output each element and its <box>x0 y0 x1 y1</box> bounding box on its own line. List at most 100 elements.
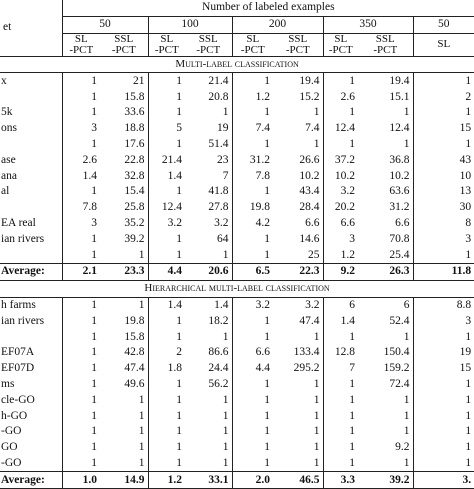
value-cell: 1 <box>61 408 100 424</box>
value-cell: 37.2 <box>322 152 358 169</box>
dataset-header: et <box>3 21 12 34</box>
average-value: 39.2 <box>358 471 413 489</box>
value-cell: 23 <box>217 153 229 166</box>
value-cell: 1 <box>322 376 358 393</box>
data-row: EF07D 1 47.4 1.8 24.4 4.4 295.2 7 159.2 15 <box>0 360 474 377</box>
value-cell: 1 <box>231 183 273 200</box>
value-cell: 133.4 <box>293 346 320 359</box>
value-cell: 12.4 <box>322 120 358 137</box>
value-cell: 1 <box>403 106 410 119</box>
value-cell: 1 <box>313 456 320 469</box>
value-cell: 1 <box>322 72 358 90</box>
value-cell: 32.8 <box>124 169 145 182</box>
value-cell: 27.8 <box>208 201 229 214</box>
value-cell: 72.4 <box>389 377 410 390</box>
data-row: ian rivers 1 39.2 1 64 1 14.6 3 70.8 3 <box>0 231 474 248</box>
value-cell: 6 <box>322 297 358 314</box>
value-cell: 1.4 <box>147 297 185 314</box>
value-cell: 1 <box>61 360 100 377</box>
value-cell: 7.8 <box>61 199 100 216</box>
average-value: 3.3 <box>322 471 358 489</box>
value-cell: 15.1 <box>389 90 410 103</box>
section-row: Multi-label classification <box>0 55 474 74</box>
dataset-name: EF07A <box>1 346 35 359</box>
value-cell: 1 <box>412 104 474 121</box>
value-cell: 1 <box>147 376 185 393</box>
value-cell: 1 <box>147 392 185 409</box>
value-cell: 1 <box>231 247 273 264</box>
value-cell: 1 <box>231 455 273 472</box>
value-cell: 19 <box>217 122 229 135</box>
average-label: Average: <box>0 262 62 281</box>
value-cell: 1 <box>231 231 273 248</box>
value-cell: 1 <box>147 313 185 330</box>
value-cell: 1 <box>231 329 273 345</box>
value-cell: 1.4 <box>147 168 185 184</box>
value-cell: 70.8 <box>389 232 410 245</box>
value-cell: 1 <box>412 392 474 409</box>
value-cell: 1 <box>222 409 229 422</box>
value-cell: 19.4 <box>299 74 320 87</box>
value-cell: 1 <box>403 330 410 343</box>
average-value: 33.1 <box>185 471 232 489</box>
header-title: Number of labeled examples <box>61 0 474 17</box>
value-cell: 30 <box>412 199 474 216</box>
value-cell: 3.2 <box>305 298 320 311</box>
subcol-row: SL -PCT SSL -PCT SL -PCT SSL -PCT SL -PCT SSL -PCT S… <box>0 33 474 57</box>
value-cell: 19.8 <box>231 199 273 216</box>
value-cell: 63.6 <box>389 185 410 198</box>
value-cell: 43.4 <box>299 185 320 198</box>
value-cell: 1 <box>61 376 100 393</box>
value-cell: 1 <box>322 455 358 472</box>
subcol-header: SL <box>412 33 474 57</box>
value-cell: 22.8 <box>124 153 145 166</box>
value-cell: 21.4 <box>147 152 185 169</box>
value-cell: 2.6 <box>322 89 358 105</box>
value-cell: 15 <box>412 360 474 377</box>
value-cell: 1 <box>147 455 185 472</box>
value-cell: 1.4 <box>61 168 100 184</box>
value-cell: 1 <box>147 89 185 105</box>
value-cell: 43 <box>412 152 474 169</box>
value-cell: 1 <box>61 344 100 361</box>
value-cell: 56.2 <box>208 377 229 390</box>
dataset-name <box>0 247 62 263</box>
value-cell: 1 <box>313 137 320 150</box>
value-cell: 1 <box>412 247 474 264</box>
average-value: 23.3 <box>100 262 148 281</box>
value-cell: 15.8 <box>124 330 145 343</box>
value-cell: 41.8 <box>208 185 229 198</box>
value-cell: 7.4 <box>231 120 273 137</box>
value-cell: 1 <box>412 455 474 472</box>
section-row: Hierarchical multi-label classification <box>0 279 474 298</box>
value-cell: 1 <box>412 72 474 90</box>
value-cell: 1 <box>138 456 145 469</box>
value-cell: 1 <box>313 393 320 406</box>
value-cell: 39.2 <box>124 232 145 245</box>
value-cell: 15.4 <box>124 185 145 198</box>
dataset-name: al <box>1 185 10 198</box>
value-cell: 1 <box>231 392 273 409</box>
dataset-name: ase <box>1 153 16 166</box>
value-cell: 1 <box>412 439 474 456</box>
value-cell: 1 <box>138 441 145 454</box>
data-row: 1 1 1 1 1 25 1.2 25.4 1 <box>0 247 474 264</box>
value-cell: 10.2 <box>299 169 320 182</box>
value-cell: 3 <box>412 231 474 248</box>
value-cell: 21.4 <box>208 74 229 87</box>
value-cell: 1 <box>322 136 358 153</box>
data-row: -GO 1 1 1 1 1 1 1 1 1 <box>0 455 474 472</box>
subcol-header: SL -PCT <box>61 33 100 57</box>
average-value: 1.0 <box>61 471 100 489</box>
data-row: GO 1 1 1 1 1 1 1 9.2 1 <box>0 439 474 456</box>
data-row: 5k 1 33.6 1 1 1 1 1 1 1 <box>0 104 474 121</box>
value-cell: 1 <box>61 297 100 314</box>
group-row: 50 100 200 350 50 <box>0 16 474 34</box>
dataset-name: ian rivers <box>1 314 45 327</box>
value-cell: 10.2 <box>389 169 410 182</box>
group-label: 50 <box>412 16 474 34</box>
value-cell: 1 <box>403 409 410 422</box>
value-cell: 8 <box>412 215 474 232</box>
value-cell: 7 <box>222 169 229 182</box>
value-cell: 1 <box>403 425 410 438</box>
